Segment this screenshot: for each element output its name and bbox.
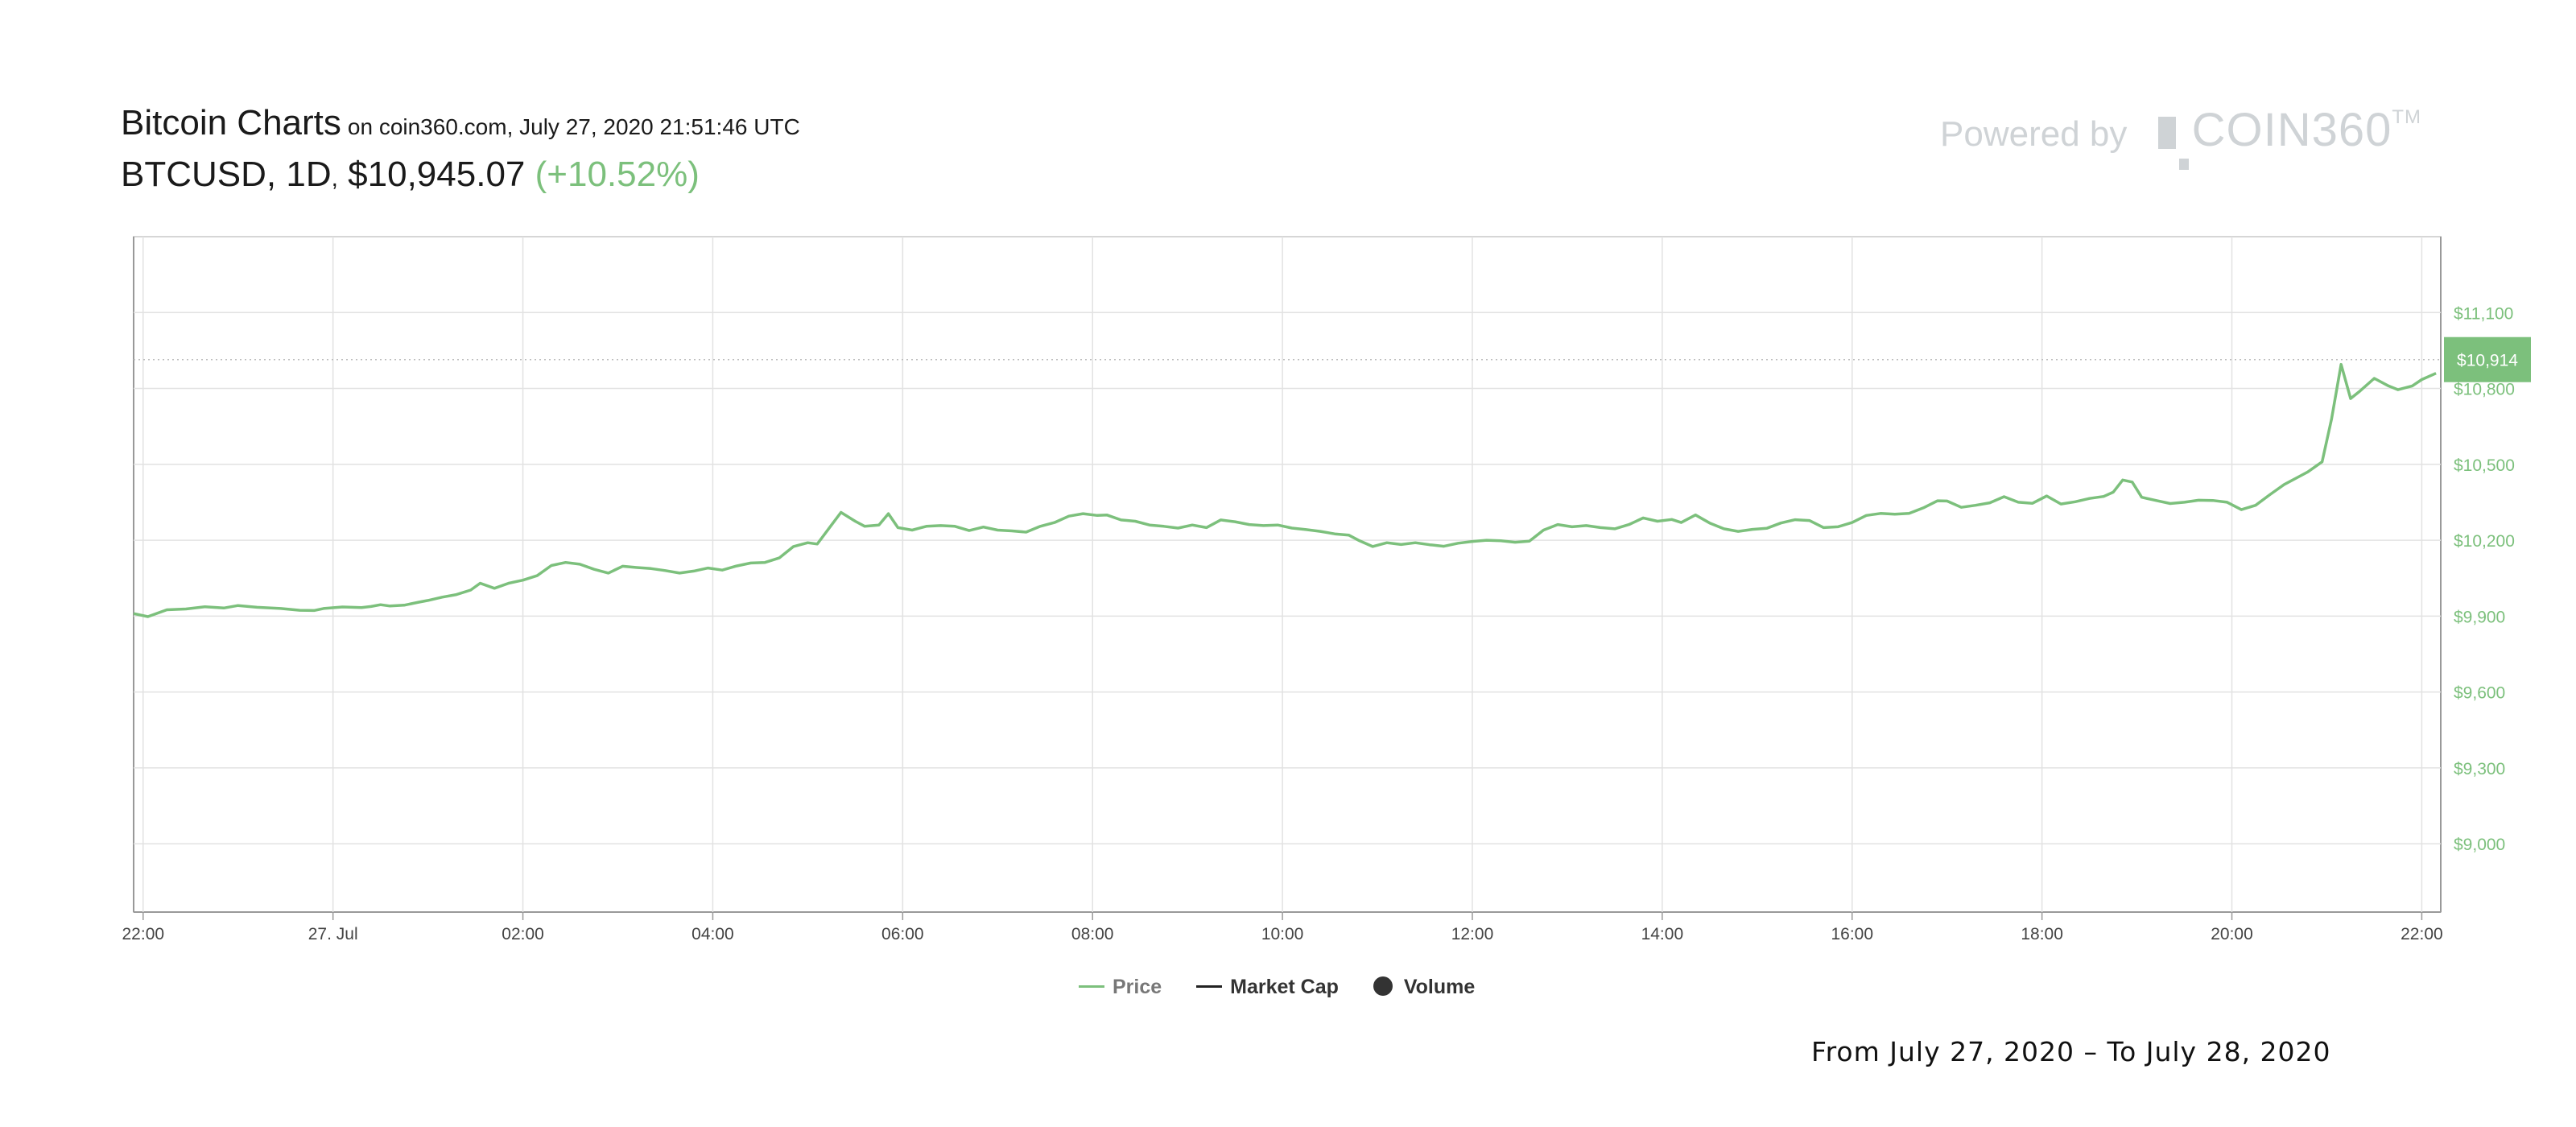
legend-price-label: Price	[1113, 976, 1162, 998]
y-tick-label: $10,800	[2454, 381, 2515, 399]
chart-title: Bitcoin Charts	[121, 103, 341, 142]
trademark-mark: TM	[2392, 106, 2422, 128]
chart-legend: Price Market Cap Volume	[1079, 976, 1504, 999]
x-tick-label: 27. Jul	[308, 925, 358, 943]
coin360-logo: COIN360TM	[2157, 104, 2422, 170]
market-cap-line-swatch-icon	[1196, 985, 1223, 988]
logo-text: COIN360	[2191, 104, 2392, 156]
volume-dot-swatch-icon	[1373, 976, 1393, 997]
last-price-tag-label: $10,914	[2457, 352, 2518, 370]
current-price: $10,945.07	[348, 155, 526, 194]
chart-header: Bitcoin Charts on coin360.com, July 27, 2…	[121, 103, 800, 195]
y-tick-label: $10,200	[2454, 532, 2515, 551]
legend-item-market-cap[interactable]: Market Cap	[1196, 976, 1339, 999]
x-tick-label: 08:00	[1071, 925, 1114, 943]
legend-volume-label: Volume	[1403, 976, 1476, 998]
y-tick-label: $9,600	[2454, 684, 2505, 703]
price-change: (+10.52%)	[535, 155, 700, 194]
y-tick-label: $9,300	[2454, 760, 2505, 778]
x-tick-label: 22:00	[2401, 925, 2443, 943]
legend-item-price[interactable]: Price	[1079, 976, 1162, 999]
title-line: Bitcoin Charts on coin360.com, July 27, 2…	[121, 103, 800, 143]
y-tick-label: $9,900	[2454, 608, 2505, 626]
x-tick-label: 18:00	[2021, 925, 2063, 943]
last-price-tag	[2444, 336, 2531, 382]
x-tick-label: 22:00	[122, 925, 165, 943]
powered-by-label: Powered by	[1940, 114, 2128, 154]
logo-bar-icon	[2157, 117, 2176, 149]
price-series-line	[133, 362, 2437, 618]
x-tick-label: 20:00	[2211, 925, 2253, 943]
x-tick-label: 04:00	[691, 925, 734, 943]
date-range: From July 27, 2020 – To July 28, 2020	[1811, 1036, 2331, 1067]
y-tick-label: $11,100	[2454, 304, 2513, 323]
y-tick-label: $10,500	[2454, 456, 2515, 475]
legend-market-cap-label: Market Cap	[1230, 976, 1339, 998]
x-tick-label: 16:00	[1831, 925, 1873, 943]
plot-frame	[133, 236, 2442, 913]
x-tick-label: 10:00	[1261, 925, 1304, 943]
price-line-swatch-icon	[1079, 985, 1104, 988]
price-line: BTCUSD, 1D, $10,945.07 (+10.52%)	[121, 155, 800, 195]
powered-by-brand[interactable]: Powered by COIN360TM	[1940, 103, 2422, 170]
x-tick-label: 12:00	[1451, 925, 1494, 943]
chart-subtitle: on coin360.com, July 27, 2020 21:51:46 U…	[347, 114, 800, 139]
x-tick-label: 14:00	[1641, 925, 1684, 943]
x-tick-label: 06:00	[881, 925, 924, 943]
x-tick-label: 02:00	[502, 925, 544, 943]
pair-label: BTCUSD, 1D	[121, 155, 332, 194]
pair-separator: ,	[331, 165, 338, 192]
logo-dot-icon	[2178, 159, 2189, 170]
legend-item-volume[interactable]: Volume	[1373, 976, 1475, 999]
y-tick-label: $9,000	[2454, 836, 2505, 854]
